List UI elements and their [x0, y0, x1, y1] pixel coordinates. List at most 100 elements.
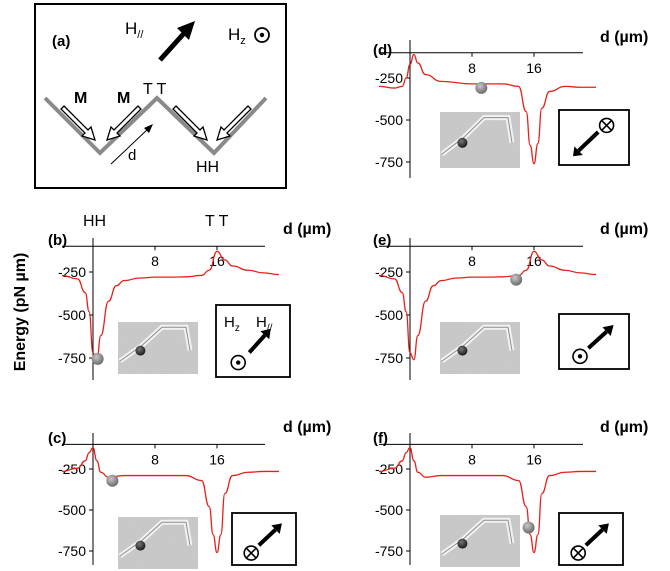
bead-position-marker: [522, 521, 535, 534]
micrograph-image: [118, 517, 198, 569]
micrograph-wire-edge: [441, 519, 513, 555]
out-of-plane-icon: [572, 348, 588, 365]
field-arrow-icon: [158, 21, 195, 62]
x-tick-label: 8: [468, 253, 476, 269]
field-symbol-cross: [246, 547, 257, 559]
field-arrow-head: [598, 523, 609, 534]
into-plane-icon: [243, 545, 259, 561]
field-arrow-shaft: [587, 330, 608, 350]
energy-curve: [61, 250, 280, 361]
out-of-plane-icon: [230, 354, 246, 371]
field-arrow-shaft: [577, 130, 600, 153]
y-tick-label: -500: [375, 502, 403, 518]
field-arrow-head: [260, 328, 271, 340]
field-arrow-head: [271, 523, 282, 534]
field-direction-inset: [558, 512, 624, 566]
y-tick-label: -750: [375, 154, 403, 170]
y-tick-label: -250: [375, 70, 403, 86]
field-inplane-label: H//: [256, 314, 273, 334]
schematic-frame: [34, 3, 287, 189]
y-axis-title: Energy (pN µm): [12, 253, 29, 372]
micrograph-image: [440, 112, 520, 168]
x-axis-label: d (µm): [283, 221, 331, 238]
field-direction-inset: [231, 512, 297, 566]
y-tick-label: -500: [58, 307, 86, 323]
micrograph-image: [440, 515, 520, 567]
field-arrow-icon: [584, 523, 609, 547]
field-arrow-icon: [573, 130, 600, 157]
coordinate-label: d: [128, 147, 136, 164]
panel-label: (f): [373, 430, 388, 447]
x-tick-label: 16: [209, 451, 225, 467]
field-inplane-label: H//: [125, 19, 144, 41]
micrograph-image: [440, 322, 520, 374]
into-plane-icon: [570, 545, 587, 561]
magnetization-label: M: [117, 90, 130, 107]
x-tick-label: 8: [151, 253, 159, 269]
bead-position-marker: [475, 81, 488, 94]
field-direction-inset: [558, 313, 630, 370]
x-axis-label: d (µm): [600, 221, 648, 238]
chart-panel-d: -250 -500 -750 8 16 d (µm) (d): [373, 29, 648, 178]
magnetization-arrow-icon: [60, 105, 252, 141]
energy-curve: [378, 447, 596, 554]
y-tick-label: -750: [58, 543, 86, 559]
field-z-label: Hz: [224, 314, 240, 334]
tail-tail-marker: T T: [205, 213, 229, 230]
field-arrow-icon: [257, 523, 282, 547]
y-tick-label: -750: [58, 350, 86, 366]
y-tick-label: -500: [375, 112, 403, 128]
schematic-panel: (a) H// Hz M M T T HH d: [34, 3, 287, 189]
micrograph-bead: [135, 540, 146, 551]
out-of-plane-icon: [254, 27, 270, 43]
coordinate-arrow-icon: [110, 124, 153, 165]
micrograph-wire-edge: [441, 326, 513, 362]
head-head-marker: HH: [83, 213, 106, 230]
panel-label: (b): [48, 232, 67, 249]
micrograph-bead: [135, 345, 146, 356]
x-axis-label: d (µm): [283, 419, 331, 436]
x-axis-label: d (µm): [600, 419, 648, 436]
field-symbol-ring: [230, 354, 246, 371]
micrograph-bead: [457, 345, 468, 356]
micrograph-wire-edge: [119, 521, 191, 557]
field-direction-inset: [558, 109, 630, 166]
magnetization-label: M: [74, 90, 87, 107]
field-symbol-cross: [601, 120, 612, 131]
field-arrow-head: [602, 325, 614, 336]
energy-curve: [61, 447, 279, 554]
x-axis-label: d (µm): [600, 29, 648, 46]
y-tick-label: -750: [375, 543, 403, 559]
field-arrow-icon: [587, 325, 614, 350]
field-arrow-shaft: [257, 528, 277, 547]
field-inset-frame: [215, 304, 291, 378]
field-z-label: Hz: [228, 25, 246, 47]
field-arrow-icon: [247, 328, 271, 354]
micrograph-image: [118, 322, 198, 374]
schematic-panel-label: (a): [52, 33, 70, 50]
y-tick-label: -500: [375, 307, 403, 323]
field-arrow-head: [573, 146, 583, 157]
bead-position-marker: [106, 474, 119, 487]
field-inset-frame: [558, 313, 630, 370]
panel-label: (e): [373, 232, 391, 249]
field-symbol-ring: [570, 545, 587, 561]
bead-position-marker: [510, 273, 523, 286]
x-tick-label: 8: [151, 451, 159, 467]
energy-curve: [378, 250, 597, 361]
micrograph-wire-edge: [441, 117, 513, 155]
tail-tail-wall-label: T T: [143, 81, 167, 98]
field-symbol-ring: [598, 117, 615, 134]
into-plane-icon: [598, 117, 615, 134]
field-arrow-shaft: [584, 528, 604, 547]
panel-label: (c): [48, 430, 66, 447]
field-arrow-shaft: [247, 333, 267, 354]
field-symbol-dot: [577, 354, 583, 359]
micrograph-wire-edge: [119, 326, 191, 362]
x-tick-label: 16: [526, 451, 542, 467]
head-head-wall-label: HH: [196, 159, 219, 176]
